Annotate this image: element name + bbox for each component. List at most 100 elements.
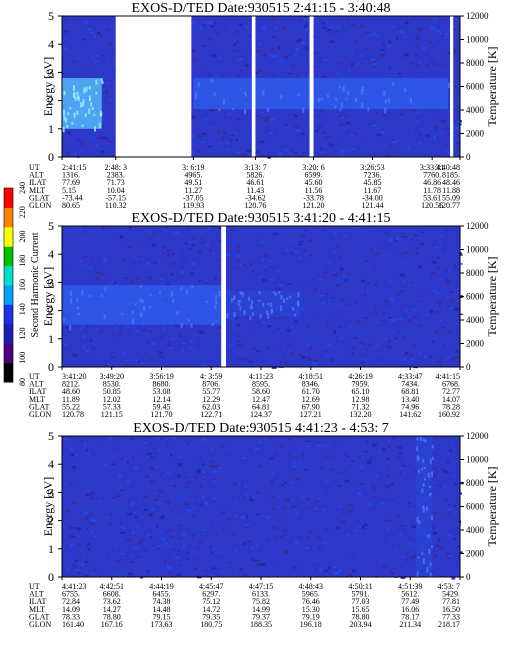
table-cell: 45.60 [305,178,323,187]
table-cell: 8212. [62,380,80,389]
table-cell: 77.03 [352,597,370,606]
table-cell: 4:51:39 [398,582,422,591]
table-cell: 12.02 [103,395,121,404]
table-cell: 72.84 [62,597,80,606]
table-cell: 11.89 [62,395,80,404]
table-cell: 7434. [401,380,419,389]
colorbar-tick-label: 240 [18,182,27,194]
table-cell: 48.60 [62,387,80,396]
panel-title: EXOS-D/TED Date:930515 2:41:15 - 3:40:48 [132,1,391,16]
y-tick-label: 0 [48,150,54,164]
table-cell: 5612. [401,590,419,599]
table-cell: 8595. [252,380,270,389]
table-row-label: ILAT [29,597,46,606]
y2-axis-label: Temperature [K] [485,46,499,126]
colorbar-swatch [4,285,13,305]
colorbar-tick-label: 120 [18,328,27,340]
table-row-label: ILAT [29,178,46,187]
table-cell: 11.88 [442,186,460,195]
colorbar-tick-label: 100 [18,352,27,364]
table-row-label: GLON [29,620,51,629]
y2-tick-label: 0 [466,362,471,372]
y2-tick-label: 6000 [466,292,485,302]
table-row-label: UT [29,163,40,172]
table-cell: 218.17 [438,620,460,629]
table-cell: -34.62 [245,193,266,202]
y-tick-label: 2 [48,304,54,318]
table-cell: 120.78 [62,410,84,419]
colorbar-swatch [4,246,13,267]
table-cell: 75.82 [252,597,270,606]
table-cell: 3:56:19 [149,372,173,381]
table-cell: 13.40 [401,395,419,404]
table-cell: 3: 6:19 [182,163,204,172]
enhancement-region [193,78,451,115]
y2-tick-label: 2000 [466,549,485,559]
table-cell: 173.63 [151,620,173,629]
table-cell: 57.33 [103,402,121,411]
y2-tick-label: 4000 [466,525,485,535]
table-cell: 11.56 [305,186,323,195]
table-cell: 6455. [153,590,171,599]
table-cell: 77.49 [401,597,419,606]
colorbar-swatch [4,323,13,344]
table-cell: 6297. [202,590,220,599]
table-cell: 62.03 [202,402,220,411]
table-cell: 141.62 [399,410,421,419]
table-cell: 15.30 [302,605,320,614]
enhancement-region [62,285,222,331]
table-cell: 8706. [202,380,220,389]
table-cell: 50.85 [103,387,121,396]
table-cell: 4: 3:59 [200,372,222,381]
table-cell: 5826. [246,171,264,180]
table-cell: 4:45:47 [199,582,223,591]
table-cell: 12.98 [352,395,370,404]
colorbar-tick-label: 160 [18,279,27,291]
y2-tick-label: 4000 [466,105,485,115]
y-tick-label: 0 [48,570,54,584]
enhancement-region [416,436,434,578]
table-cell: -33.78 [303,193,324,202]
y-tick-label: 4 [48,37,54,51]
table-cell: 61.70 [302,387,320,396]
table-cell: -57.15 [105,193,126,202]
y-tick-label: 5 [48,219,54,233]
table-cell: 120.56 [421,201,443,210]
table-cell: 53.61 [423,193,441,202]
y2-axis-label: Temperature [K] [485,466,499,546]
table-row-label: GLAT [29,193,50,202]
table-cell: 14.09 [62,605,80,614]
colorbar-tick-label: 140 [18,303,27,315]
table-cell: 8346. [302,380,320,389]
table-cell: 4:11:23 [249,372,273,381]
panel-title: EXOS-D/TED Date:930515 3:41:20 - 4:41:15 [132,211,391,226]
y-tick-label: 1 [48,122,54,136]
table-cell: 2:41:15 [62,163,86,172]
colorbar-label: Second Harmonic Current [30,232,41,337]
table-cell: 49.51 [184,178,202,187]
colorbar-tick-label: 220 [18,206,27,218]
table-cell: 79.15 [153,612,171,621]
table-cell: 78.80 [103,612,121,621]
table-cell: 8680. [153,380,171,389]
table-cell: 3:13: 7 [244,163,266,172]
table-cell: 6768. [442,380,460,389]
table-cell: 10.04 [107,186,125,195]
table-row-label: MLT [29,605,45,614]
panel-title: EXOS-D/TED Date:930515 4:41:23 - 4:53: 7 [133,421,388,436]
table-cell: 14.72 [202,605,220,614]
table-cell: 77.33 [442,612,460,621]
table-cell: 4:41:15 [436,372,460,381]
table-cell: 6599. [305,171,323,180]
colorbar-tick-label: 200 [18,231,27,243]
y2-tick-label: 2000 [466,339,485,349]
table-cell: 160.92 [438,410,460,419]
table-cell: 121.15 [101,410,123,419]
table-cell: 4:47:15 [249,582,273,591]
enhancement-region [62,78,104,133]
y2-tick-label: 4000 [466,315,485,325]
table-row-label: GLAT [29,402,50,411]
data-gap [251,16,256,157]
y-tick-label: 5 [48,429,54,443]
table-cell: 132.20 [350,410,372,419]
